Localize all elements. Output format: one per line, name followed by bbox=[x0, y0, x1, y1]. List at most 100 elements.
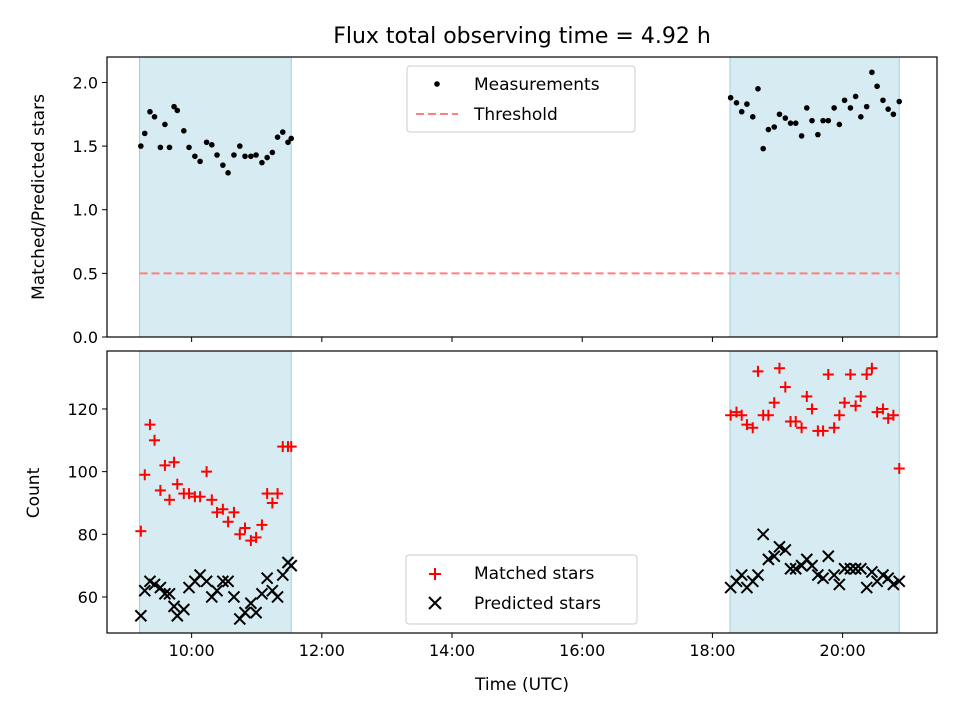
measurement-point bbox=[738, 108, 745, 115]
measurement-point bbox=[841, 97, 848, 104]
matched-stars-point bbox=[285, 441, 297, 453]
predicted-stars-point bbox=[751, 568, 765, 582]
bottom-legend-box bbox=[405, 554, 638, 625]
predicted-stars-point bbox=[838, 562, 851, 575]
measurement-point bbox=[896, 98, 903, 105]
matched-stars-point bbox=[887, 409, 899, 421]
matched-stars-point bbox=[877, 403, 889, 415]
measurement-point bbox=[863, 103, 870, 110]
measurement-point bbox=[288, 135, 295, 142]
predicted-stars-point bbox=[860, 581, 873, 594]
matched-stars-point bbox=[893, 463, 905, 474]
matched-stars-point bbox=[272, 488, 284, 500]
measurement-point bbox=[847, 105, 854, 111]
measurement-point bbox=[147, 108, 153, 115]
measurement-point bbox=[174, 107, 181, 114]
measurement-point bbox=[225, 170, 231, 176]
matched-stars-point bbox=[844, 369, 856, 380]
predicted-stars-point bbox=[789, 562, 802, 575]
predicted-stars-point bbox=[779, 543, 792, 557]
measurement-point bbox=[279, 129, 286, 135]
predicted-stars-point bbox=[773, 540, 786, 554]
matched-stars-point bbox=[822, 369, 834, 380]
matched-stars-point bbox=[201, 466, 213, 478]
matched-stars-point bbox=[239, 522, 251, 534]
measurement-point bbox=[151, 114, 158, 120]
bottom-axis-ticks: 60 80 100 120 10:00 12:00 14:00 16:00 18:00 20:00 bbox=[67, 400, 865, 660]
bottom-x-tick-label: 18:00 bbox=[689, 641, 735, 660]
measurement-point bbox=[869, 69, 875, 76]
measurement-point bbox=[141, 130, 148, 137]
measurement-point bbox=[804, 105, 810, 111]
matched-stars-point bbox=[144, 419, 156, 431]
predicted-stars-point bbox=[244, 597, 258, 610]
top-shaded-window-2 bbox=[729, 56, 900, 338]
top-y-tick-label: 1.5 bbox=[73, 137, 98, 156]
measurement-point bbox=[181, 128, 187, 134]
measurement-point bbox=[214, 152, 220, 158]
matched-stars-point bbox=[768, 397, 780, 409]
measurement-point bbox=[776, 111, 783, 118]
predicted-stars-point bbox=[138, 584, 151, 597]
matched-stars-point bbox=[736, 409, 748, 421]
top-plot-area bbox=[138, 69, 903, 275]
legend-predicted-stars-label: Predicted stars bbox=[474, 594, 601, 614]
predicted-stars-point bbox=[167, 600, 181, 613]
chart-title: Flux total observing time = 4.92 h bbox=[333, 24, 711, 49]
measurement-point bbox=[253, 152, 259, 158]
predicted-stars-point bbox=[768, 550, 781, 563]
bottom-x-tick-label: 14:00 bbox=[429, 641, 475, 660]
predicted-stars-point bbox=[227, 590, 241, 604]
matched-stars-point bbox=[773, 362, 785, 374]
legend-matched-stars-marker bbox=[429, 568, 441, 580]
predicted-stars-point bbox=[849, 562, 862, 575]
measurement-point bbox=[259, 159, 265, 166]
predicted-stars-point bbox=[148, 578, 161, 591]
predicted-stars-point bbox=[854, 562, 868, 575]
top-legend: Measurements Threshold bbox=[406, 65, 636, 133]
matched-stars-point bbox=[871, 406, 883, 418]
matched-stars-point bbox=[801, 390, 813, 402]
predicted-stars-point bbox=[210, 584, 224, 597]
x-axis-label: Time (UTC) bbox=[474, 675, 569, 695]
predicted-stars-point bbox=[285, 559, 298, 572]
legend-matched-stars-label: Matched stars bbox=[474, 564, 594, 584]
measurement-point bbox=[248, 153, 254, 160]
measurement-point bbox=[782, 115, 789, 121]
bottom-y-axis-label: Count bbox=[24, 467, 44, 518]
predicted-stars-point bbox=[893, 575, 906, 588]
matched-stars-point bbox=[139, 469, 151, 481]
measurement-point bbox=[858, 114, 864, 120]
predicted-stars-point bbox=[249, 606, 263, 619]
bottom-legend: Matched stars Predicted stars bbox=[405, 554, 638, 625]
top-y-tick-label: 0.5 bbox=[73, 264, 98, 283]
bottom-y-tick-label: 120 bbox=[67, 400, 98, 419]
predicted-stars-point bbox=[762, 553, 775, 566]
measurement-point bbox=[815, 131, 821, 138]
matched-stars-point bbox=[828, 422, 840, 434]
measurement-point bbox=[203, 139, 210, 146]
legend-predicted-stars-marker bbox=[428, 596, 442, 610]
matched-stars-point bbox=[149, 434, 161, 446]
measurement-point bbox=[231, 152, 237, 158]
top-observing-window-shading bbox=[139, 56, 900, 338]
measurement-point bbox=[166, 144, 173, 151]
predicted-stars-point bbox=[216, 575, 230, 588]
predicted-stars-point bbox=[756, 528, 770, 541]
matched-stars-point bbox=[154, 484, 166, 496]
predicted-stars-point bbox=[260, 571, 274, 585]
measurement-point bbox=[220, 162, 226, 168]
legend-threshold-label: Threshold bbox=[473, 105, 558, 125]
bottom-y-tick-label: 80 bbox=[78, 525, 98, 544]
matched-stars-point bbox=[839, 397, 851, 409]
legend-measurements-label: Measurements bbox=[474, 75, 600, 95]
matched-stars-point bbox=[861, 369, 873, 380]
measurement-point bbox=[836, 121, 843, 128]
measurement-point bbox=[874, 83, 880, 90]
measurement-point bbox=[157, 144, 164, 151]
predicted-stars-point bbox=[805, 559, 819, 572]
measurement-point bbox=[880, 97, 886, 104]
predicted-stars-point bbox=[163, 587, 176, 601]
measurement-point bbox=[274, 134, 281, 140]
matched-stars-point bbox=[752, 365, 764, 377]
